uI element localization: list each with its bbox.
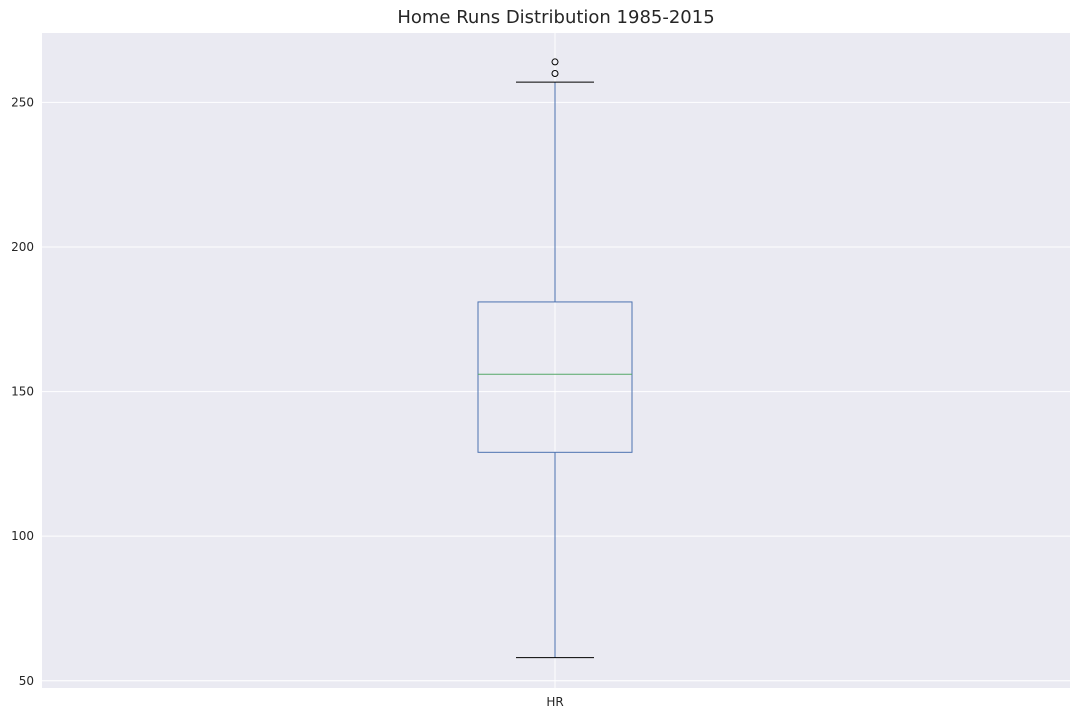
- plot-area: [42, 33, 1070, 688]
- y-tick-label: 50: [19, 674, 34, 688]
- x-tick-label: HR: [546, 695, 563, 709]
- x-axis-ticks: HR: [546, 695, 563, 709]
- y-tick-label: 250: [11, 95, 34, 109]
- box-HR: [477, 58, 633, 659]
- y-tick-label: 100: [11, 529, 34, 543]
- y-tick-label: 150: [11, 385, 34, 399]
- y-axis-ticks: 50 100 150 200 250: [11, 95, 34, 687]
- grid-lines: [42, 33, 1070, 688]
- chart-title: Home Runs Distribution 1985-2015: [397, 7, 715, 28]
- outlier-point: [551, 69, 559, 77]
- outlier-point: [551, 58, 559, 66]
- box-layer: [477, 58, 633, 659]
- iqr-box: [477, 301, 633, 453]
- y-tick-label: 200: [11, 240, 34, 254]
